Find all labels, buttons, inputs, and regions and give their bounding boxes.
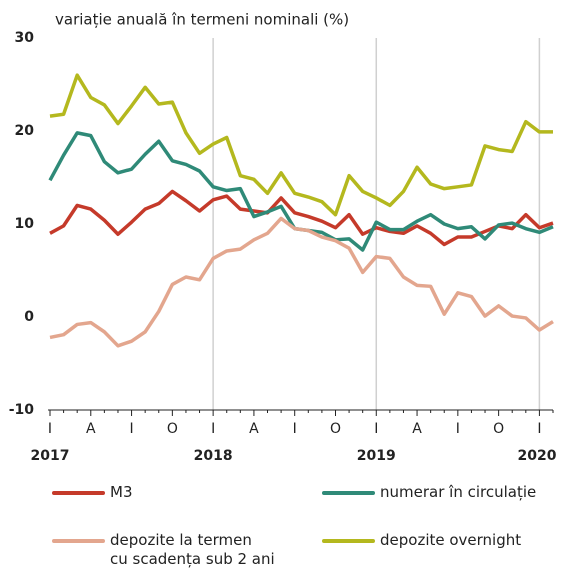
x-tick-label: I (211, 421, 215, 437)
x-tick-label: I (374, 421, 378, 437)
x-tick-label: O (167, 421, 178, 437)
legend-label: depozite overnight (380, 531, 522, 549)
x-tick-label: I (537, 421, 541, 437)
x-tick-label: I (48, 421, 52, 437)
x-tick-label: A (412, 421, 422, 437)
year-label: 2018 (194, 448, 233, 464)
year-label: 2017 (31, 448, 70, 464)
y-tick-label: -10 (9, 402, 35, 418)
legend-swatch (322, 539, 375, 543)
x-tick-label: O (330, 421, 341, 437)
y-tick-label: 30 (15, 30, 35, 46)
y-tick-label: 10 (15, 216, 35, 232)
legend-label: depozite la termen cu scadența sub 2 ani (110, 531, 275, 568)
year-label: 2019 (357, 448, 396, 464)
series-line (49, 73, 553, 217)
chart-title: variație anuală în termeni nominali (%) (55, 11, 349, 29)
x-tick-label: I (129, 421, 133, 437)
legend-swatch (52, 491, 105, 495)
legend-label: numerar în circulație (380, 483, 537, 501)
x-tick-label: O (493, 421, 504, 437)
legend-label: M3 (110, 483, 133, 501)
x-tick-label: I (456, 421, 460, 437)
series-line (49, 216, 554, 348)
x-tick-label: I (293, 421, 297, 437)
series-line (48, 131, 554, 252)
series-line (49, 189, 554, 247)
x-tick-label: A (249, 421, 259, 437)
x-tick-label: A (86, 421, 96, 437)
y-tick-label: 0 (24, 309, 34, 325)
legend-swatch (322, 491, 375, 495)
y-tick-label: 20 (15, 123, 35, 139)
year-label: 2020 (518, 448, 557, 464)
chart: variație anuală în termeni nominali (%) … (9, 11, 557, 465)
legend-swatch (52, 539, 105, 543)
